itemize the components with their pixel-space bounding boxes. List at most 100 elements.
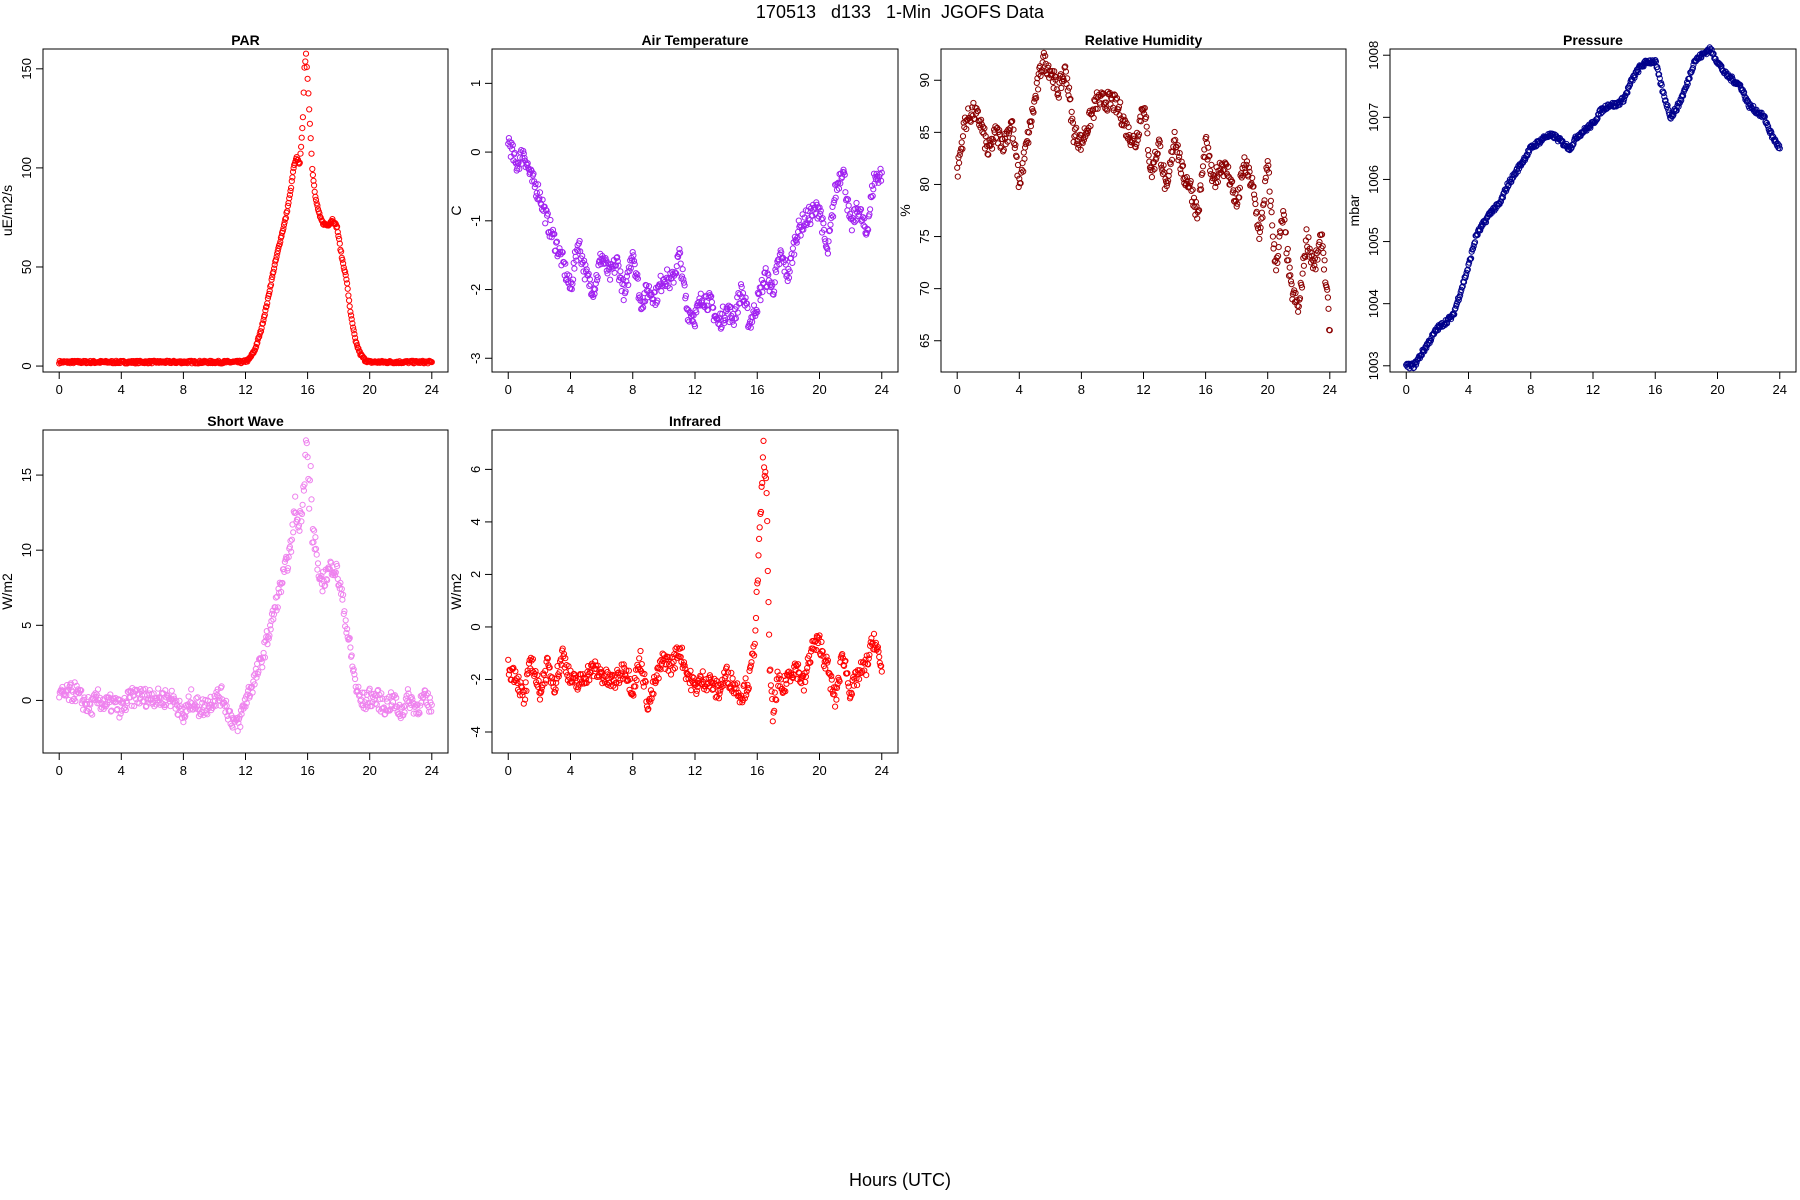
data-point [1464, 267, 1471, 274]
data-point [1458, 284, 1466, 291]
data-point [647, 687, 655, 694]
data-point [789, 259, 796, 266]
data-point [633, 677, 640, 684]
data-point [350, 324, 357, 331]
data-point [1657, 80, 1664, 88]
data-point [280, 221, 288, 228]
data-point [621, 281, 628, 288]
data-points [56, 50, 435, 367]
data-point [542, 677, 550, 684]
data-point [613, 254, 620, 261]
data-point [121, 694, 128, 702]
data-point [253, 343, 260, 351]
data-point [1258, 209, 1266, 216]
data-point [751, 652, 758, 659]
data-point [1245, 164, 1253, 171]
panel-par: PAR 0 4 8 12 16 20 24 0 50 100 150 uE/m2/s [0, 32, 449, 397]
data-point [275, 245, 282, 252]
data-point [562, 260, 569, 267]
data-point [298, 510, 306, 518]
data-point [1089, 106, 1097, 113]
data-point [844, 680, 852, 687]
data-point [306, 477, 313, 484]
data-point [645, 283, 653, 290]
data-point [1207, 167, 1214, 174]
data-point [1321, 257, 1328, 264]
data-point [1740, 89, 1747, 97]
data-point [681, 282, 688, 289]
data-point [299, 501, 306, 508]
data-point [348, 652, 355, 659]
data-point [543, 658, 550, 665]
data-point [1286, 264, 1293, 271]
data-point [1008, 118, 1015, 125]
data-point [255, 334, 262, 341]
data-point [737, 281, 745, 288]
data-point [215, 693, 222, 700]
data-point [551, 231, 558, 238]
data-point [540, 207, 547, 214]
data-point [1324, 286, 1331, 293]
data-point [299, 114, 306, 121]
data-point [1265, 162, 1272, 169]
data-point [557, 248, 564, 255]
data-point [296, 527, 303, 534]
data-point [1188, 187, 1195, 194]
data-point [1011, 140, 1018, 147]
data-point [278, 588, 285, 596]
data-point [974, 108, 982, 115]
y-tick-label: 1005 [1366, 227, 1381, 256]
data-point [140, 698, 147, 705]
data-point [520, 700, 527, 707]
plot-frame [42, 48, 449, 373]
data-point [604, 270, 611, 277]
data-point [336, 240, 343, 247]
data-point [637, 647, 644, 655]
data-point [337, 579, 344, 587]
data-point [650, 296, 657, 303]
data-point [878, 169, 885, 176]
data-point [1307, 249, 1314, 256]
data-point [214, 686, 221, 693]
data-point [266, 632, 273, 639]
data-point [253, 674, 260, 681]
data-point [703, 302, 710, 309]
data-point [411, 700, 418, 708]
data-point [671, 665, 679, 672]
y-tick-label: 1006 [1366, 165, 1381, 194]
data-point [1468, 255, 1475, 262]
panel-rel-humidity: Relative Humidity 0 4 8 12 16 20 24 65 70 75 80 85 90… [897, 32, 1347, 397]
data-point [259, 664, 266, 671]
data-point [304, 75, 311, 82]
data-point [316, 210, 323, 217]
data-point [312, 193, 319, 200]
data-point [594, 274, 601, 281]
data-point [1077, 146, 1084, 153]
data-point [1157, 161, 1165, 168]
data-point [742, 675, 749, 682]
data-point [830, 199, 837, 206]
x-tick-label: 24 [875, 763, 889, 778]
data-point [560, 650, 568, 658]
data-point [302, 437, 310, 444]
data-point [1300, 262, 1308, 269]
data-point [759, 454, 767, 461]
data-point [339, 256, 346, 263]
data-point [623, 273, 631, 280]
data-point [1116, 112, 1123, 119]
data-points [505, 437, 885, 725]
data-point [314, 202, 321, 209]
data-point [334, 229, 341, 236]
data-point [695, 679, 703, 687]
data-point [572, 674, 579, 682]
data-point [666, 654, 673, 661]
data-point [809, 645, 817, 652]
data-point [1153, 154, 1160, 161]
data-point [521, 154, 528, 161]
data-point [839, 651, 846, 658]
data-point [686, 318, 693, 325]
data-point [744, 304, 751, 312]
data-point [1274, 259, 1281, 266]
data-point [695, 298, 703, 306]
data-point [813, 646, 820, 654]
